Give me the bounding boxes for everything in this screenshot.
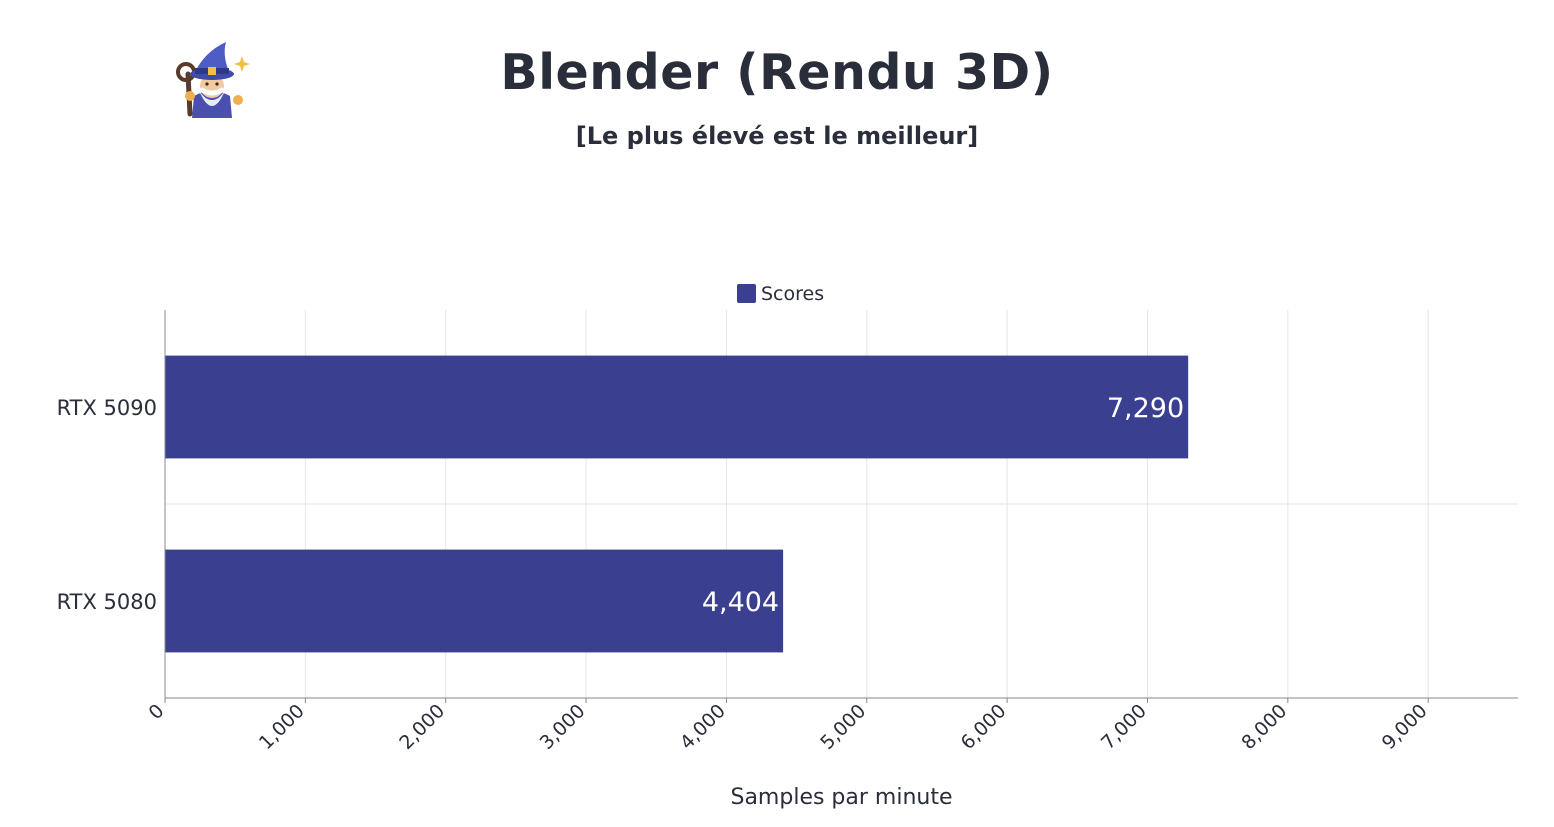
bar-value-label: 7,290 xyxy=(1107,393,1184,424)
bar-value-label: 4,404 xyxy=(702,587,779,618)
x-tick-label: 2,000 xyxy=(395,700,449,754)
wizard-icon xyxy=(168,38,258,122)
x-tick-label: 4,000 xyxy=(676,700,730,754)
x-tick-label: 6,000 xyxy=(957,700,1011,754)
x-tick-label: 8,000 xyxy=(1237,700,1291,754)
x-tick-label: 3,000 xyxy=(536,700,590,754)
legend-label: Scores xyxy=(761,283,824,305)
bar xyxy=(165,355,1189,459)
x-tick-label: 1,000 xyxy=(255,700,309,754)
x-tick-label: 0 xyxy=(144,700,168,724)
legend-swatch xyxy=(737,284,756,303)
x-tick-label: 9,000 xyxy=(1378,700,1432,754)
y-tick-label: RTX 5090 xyxy=(57,396,157,420)
y-tick-label: RTX 5080 xyxy=(57,590,157,614)
x-tick-label: 5,000 xyxy=(816,700,870,754)
x-tick-label: 7,000 xyxy=(1097,700,1151,754)
bars: 7,290 4,404 xyxy=(165,355,1189,653)
legend: Scores xyxy=(737,283,824,305)
chart-subtitle: [Le plus élevé est le meilleur] xyxy=(575,122,979,150)
chart-title: Blender (Rendu 3D) xyxy=(500,44,1054,101)
bar xyxy=(165,549,784,653)
x-axis-title: Samples par minute xyxy=(730,785,952,810)
